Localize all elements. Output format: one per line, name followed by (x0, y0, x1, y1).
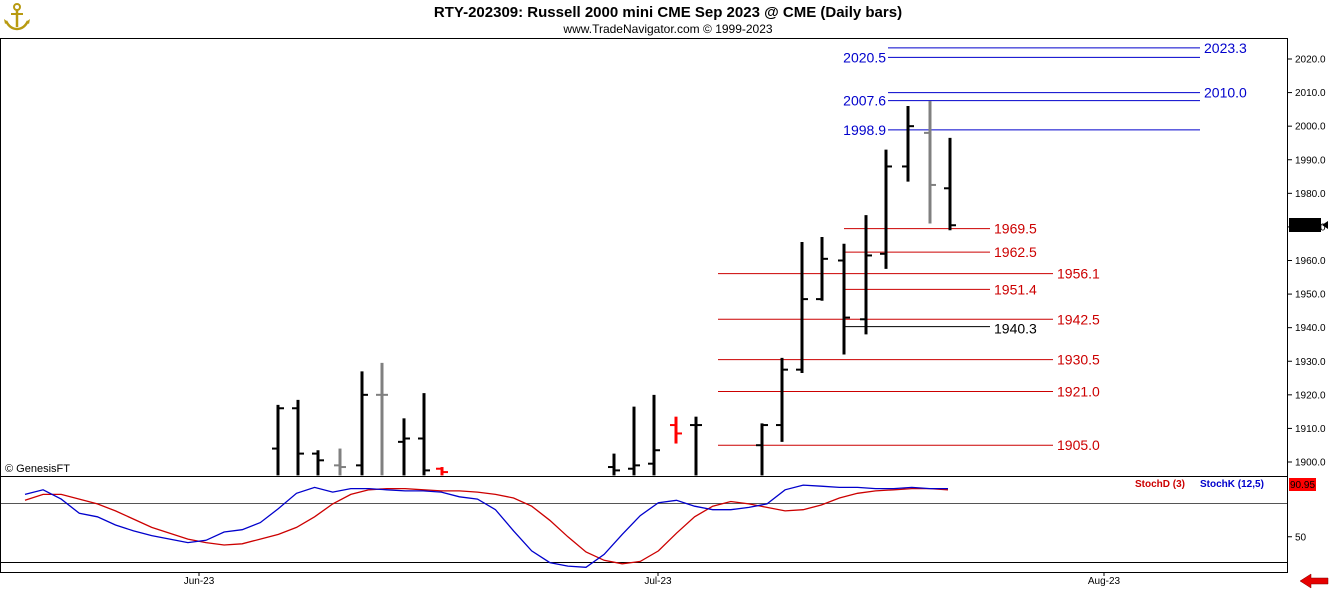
chart-subtitle: www.TradeNavigator.com © 1999-2023 (562, 22, 772, 36)
ohlc-bar (292, 399, 304, 476)
level-label: 1940.3 (994, 321, 1037, 337)
x-tick-label: Jul-23 (644, 576, 672, 587)
ohlc-bar (902, 106, 914, 182)
y-tick-label: 2000.0 (1295, 122, 1326, 133)
ohlc-bar (816, 236, 828, 301)
ohlc-bar (860, 215, 872, 335)
y-tick-label: 2010.0 (1295, 88, 1326, 99)
ohlc-bar (924, 100, 936, 224)
ohlc-bar (944, 137, 956, 231)
date-axis: Jun-23 Jul-23 Aug-23 (184, 572, 1121, 587)
stochd-legend: StochD (3) (1135, 479, 1185, 490)
ohlc-bar (690, 416, 702, 476)
stochastic-lines (24, 484, 949, 568)
ohlc-bar (334, 448, 346, 476)
y-tick-label: 1940.0 (1295, 323, 1326, 334)
level-label: 2007.6 (843, 93, 886, 109)
ohlc-bar (418, 393, 430, 476)
stoch-last-value: 90.95 (1290, 480, 1315, 491)
ohlc-bar (628, 406, 640, 476)
chart-title: RTY-202309: Russell 2000 mini CME Sep 20… (434, 4, 902, 21)
y-tick-label: 1950.0 (1295, 290, 1326, 301)
last-price-value: 1970.5 (1290, 221, 1321, 232)
stochd-line (24, 487, 949, 565)
ohlc-bar (356, 371, 368, 476)
stoch-value-badge: 90.95 (1289, 478, 1316, 491)
ohlc-bar (398, 418, 410, 476)
ohlc-bar (436, 467, 448, 476)
stochk-legend: StochK (12,5) (1200, 479, 1264, 490)
ohlc-bar (376, 362, 388, 476)
level-label: 1942.5 (1057, 311, 1100, 327)
ohlc-bar (670, 416, 682, 444)
level-label: 1962.5 (994, 244, 1037, 260)
support-resistance-levels: 2023.3 2020.5 2010.0 2007.6 1998.9 1969.5 1962… (718, 40, 1247, 453)
scroll-left-button[interactable] (1299, 573, 1329, 589)
y-tick-label: 2020.0 (1295, 55, 1326, 66)
level-label: 2010.0 (1204, 85, 1247, 101)
level-label: 1951.4 (994, 281, 1037, 297)
y-tick-label: 1920.0 (1295, 390, 1326, 401)
y-tick-label: 1960.0 (1295, 256, 1326, 267)
ohlc-bar (838, 243, 850, 355)
y-tick-label: 1900.0 (1295, 458, 1326, 469)
ohlc-bars (272, 100, 956, 476)
x-tick-label: Aug-23 (1088, 576, 1121, 587)
ohlc-bar (608, 453, 620, 476)
level-label: 1969.5 (994, 221, 1037, 237)
indicator-axis: 50 (1287, 532, 1307, 543)
stochk-line (24, 484, 948, 568)
level-label: 1956.1 (1057, 266, 1100, 282)
level-label: 2020.5 (843, 49, 886, 65)
y-tick-label: 1990.0 (1295, 155, 1326, 166)
left-arrow-icon[interactable] (1299, 573, 1329, 589)
last-price-badge: 1970.5 (1289, 218, 1328, 232)
anchor-icon (4, 3, 30, 31)
ohlc-bar (272, 404, 284, 476)
ohlc-bar (776, 357, 788, 442)
level-label: 1998.9 (843, 122, 886, 138)
ind-tick-label: 50 (1295, 532, 1307, 543)
y-tick-label: 1930.0 (1295, 357, 1326, 368)
copyright-label: © GenesisFT (5, 463, 70, 475)
level-label: 1921.0 (1057, 383, 1100, 399)
level-label: 2023.3 (1204, 40, 1247, 56)
ohlc-bar (880, 149, 892, 269)
level-label: 1930.5 (1057, 352, 1100, 368)
y-tick-label: 1980.0 (1295, 189, 1326, 200)
x-tick-label: Jun-23 (184, 576, 215, 587)
ohlc-bar (648, 394, 660, 476)
ohlc-bar (312, 450, 324, 476)
level-label: 1905.0 (1057, 437, 1100, 453)
last-price-pointer-icon (1322, 221, 1328, 229)
y-tick-label: 1910.0 (1295, 424, 1326, 435)
ohlc-bar (756, 423, 768, 476)
ohlc-bar (796, 242, 808, 374)
logo-icon-group (4, 3, 30, 31)
